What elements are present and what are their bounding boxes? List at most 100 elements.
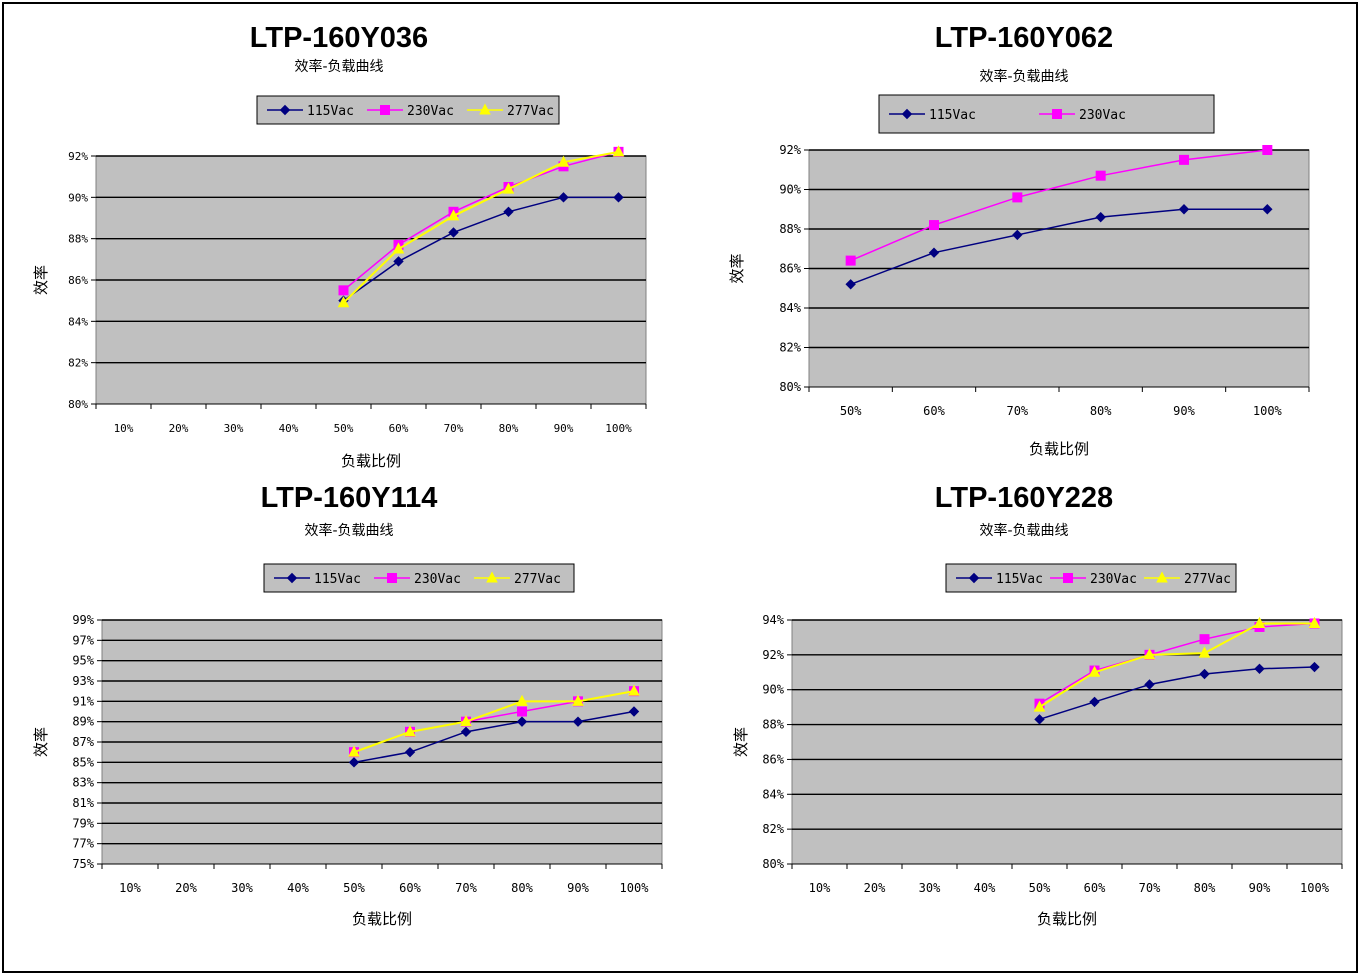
x-tick-label: 100% — [1300, 881, 1330, 895]
chart-svg: 80% 82% 84% 86% 88% 90% 92% 94% 10% 20% 30% 40% 50% 6… — [732, 563, 1343, 928]
data-point — [404, 725, 416, 737]
data-point — [516, 716, 528, 727]
data-point — [558, 192, 569, 203]
x-tick-label: 10% — [809, 881, 831, 895]
y-tick-label: 88% — [762, 718, 784, 732]
chart-panel-ltp-160y228: LTP-160Y228 效率-负载曲线 80% 82% 84% 86% 88% 90% 92… — [694, 478, 1354, 938]
y-tick-label: 83% — [72, 776, 94, 790]
data-point — [393, 256, 404, 267]
y-tick-label: 77% — [72, 837, 94, 851]
x-tick-label: 90% — [554, 422, 574, 435]
chart-svg: 75% 77% 79% 81% 83% 85% 87% 89% 91% 93% 95% 97% 99% 1… — [32, 563, 663, 928]
y-tick-label: 88% — [68, 233, 88, 246]
legend-label: 277Vac — [1184, 572, 1231, 587]
chart-panel-ltp-160y114: LTP-160Y114 效率-负载曲线 75% 77% 79% 81% 83% 85% 87… — [14, 478, 684, 938]
x-tick-label: 70% — [1139, 881, 1161, 895]
y-tick-label: 90% — [762, 683, 784, 697]
legend-swatch-marker — [286, 572, 298, 584]
series-115Vac — [845, 204, 1273, 290]
x-tick-label: 90% — [1249, 881, 1271, 895]
x-tick-label: 100% — [605, 422, 632, 435]
y-axis-label: 效率 — [32, 727, 50, 757]
series-277Vac — [1033, 616, 1321, 712]
chart-panel-ltp-160y062: LTP-160Y062 效率-负载曲线 80% 82% 84% 86% 88% 90% 92… — [694, 18, 1354, 468]
y-tick-label: 94% — [762, 613, 784, 627]
y-tick-label: 86% — [779, 262, 801, 276]
x-tick-label: 60% — [399, 881, 421, 895]
y-tick-label: 95% — [72, 654, 94, 668]
y-tick-label: 85% — [72, 755, 94, 769]
x-tick-label: 40% — [287, 881, 309, 895]
data-point — [1178, 204, 1190, 215]
y-axis-label: 效率 — [728, 253, 746, 283]
series-line — [1039, 622, 1315, 705]
legend-swatch-marker — [1063, 573, 1073, 583]
data-point — [448, 227, 459, 238]
y-tick-label: 86% — [762, 752, 784, 766]
data-point — [1144, 679, 1155, 690]
data-point — [1012, 229, 1023, 241]
legend-swatch-marker — [1156, 571, 1168, 583]
x-tick-label: 70% — [455, 881, 477, 895]
x-tick-label: 90% — [567, 881, 589, 895]
data-point — [1253, 616, 1266, 628]
series-115Vac — [348, 706, 640, 768]
y-tick-label: 84% — [68, 315, 88, 328]
y-axis-label: 效率 — [32, 265, 50, 295]
x-tick-label: 10% — [114, 422, 134, 435]
y-tick-label: 80% — [779, 380, 801, 394]
chart-title: LTP-160Y228 — [934, 482, 1114, 514]
y-tick-label: 92% — [68, 150, 88, 163]
legend-label: 277Vac — [514, 572, 561, 587]
legend-label: 115Vac — [996, 572, 1043, 587]
x-tick-label: 60% — [923, 404, 945, 418]
legend-label: 230Vac — [414, 572, 461, 587]
plot-area — [791, 619, 1343, 865]
series-115Vac — [338, 192, 624, 306]
x-tick-label: 70% — [444, 422, 464, 435]
data-point — [517, 706, 527, 717]
y-tick-label: 81% — [72, 796, 94, 810]
legend-swatch-marker — [279, 104, 291, 116]
legend-label: 277Vac — [507, 104, 554, 119]
series-line — [342, 150, 619, 304]
x-tick-label: 50% — [334, 422, 354, 435]
legend-swatch-marker — [387, 573, 397, 583]
data-point — [1198, 646, 1211, 658]
legend-swatch-marker — [486, 571, 498, 583]
legend-box — [256, 95, 560, 125]
data-point — [1179, 154, 1189, 165]
chart-panel-ltp-160y036: LTP-160Y036 效率-负载曲线 80% 82% 84% 86% 88% 90% 92… — [14, 18, 664, 478]
data-point — [613, 192, 624, 203]
chart-subtitle: 效率-负载曲线 — [979, 523, 1069, 539]
data-point — [447, 209, 460, 221]
x-tick-label: 50% — [343, 881, 365, 895]
y-tick-label: 93% — [72, 674, 94, 688]
chart-title: LTP-160Y062 — [934, 22, 1114, 54]
y-tick-label: 82% — [779, 341, 801, 355]
x-tick-label: 80% — [499, 422, 519, 435]
y-tick-label: 80% — [762, 857, 784, 871]
y-tick-label: 97% — [72, 633, 94, 647]
legend-box — [945, 563, 1237, 593]
data-point — [460, 715, 472, 727]
data-point — [1308, 616, 1321, 628]
x-tick-label: 80% — [1090, 404, 1112, 418]
data-point — [572, 716, 584, 727]
legend-swatch-marker — [479, 103, 491, 115]
data-point — [1095, 170, 1106, 181]
data-point — [628, 706, 640, 717]
x-tick-label: 20% — [864, 881, 886, 895]
data-point — [1088, 665, 1101, 677]
x-tick-label: 40% — [279, 422, 299, 435]
data-point — [1095, 211, 1106, 223]
series-line — [343, 196, 619, 302]
series-115Vac — [1034, 661, 1320, 725]
x-tick-label: 60% — [1084, 881, 1106, 895]
series-line — [850, 208, 1268, 286]
x-tick-label: 30% — [231, 881, 253, 895]
y-tick-label: 88% — [779, 222, 801, 236]
legend-swatch-marker — [380, 105, 390, 115]
x-axis-label: 负载比例 — [1037, 910, 1097, 928]
x-tick-label: 20% — [175, 881, 197, 895]
